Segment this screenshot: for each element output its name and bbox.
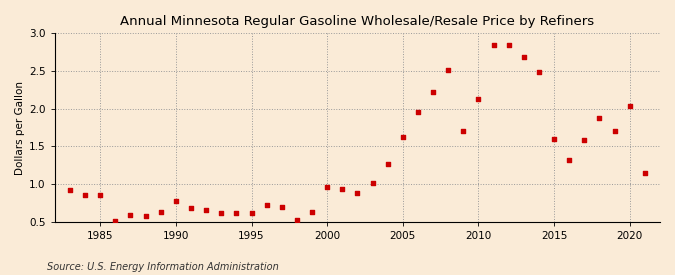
Point	[95, 192, 105, 197]
Point	[549, 137, 560, 141]
Point	[412, 110, 423, 115]
Point	[473, 97, 484, 101]
Point	[80, 192, 90, 197]
Point	[261, 203, 272, 207]
Point	[504, 43, 514, 48]
Point	[382, 161, 393, 166]
Text: Source: U.S. Energy Information Administration: Source: U.S. Energy Information Administ…	[47, 262, 279, 272]
Point	[443, 67, 454, 72]
Point	[276, 204, 287, 209]
Point	[639, 170, 650, 175]
Point	[488, 42, 499, 47]
Point	[186, 206, 196, 210]
Point	[398, 135, 408, 139]
Point	[292, 218, 302, 222]
Point	[564, 158, 574, 162]
Point	[216, 210, 227, 215]
Point	[367, 181, 378, 186]
Point	[352, 191, 362, 195]
Point	[610, 129, 620, 133]
Point	[428, 90, 439, 94]
Y-axis label: Dollars per Gallon: Dollars per Gallon	[15, 81, 25, 175]
Point	[458, 128, 468, 133]
Title: Annual Minnesota Regular Gasoline Wholesale/Resale Price by Refiners: Annual Minnesota Regular Gasoline Wholes…	[120, 15, 595, 28]
Point	[231, 211, 242, 216]
Point	[110, 219, 121, 223]
Point	[171, 199, 182, 204]
Point	[246, 211, 257, 216]
Point	[533, 70, 544, 74]
Point	[306, 210, 317, 214]
Point	[155, 210, 166, 214]
Point	[518, 55, 529, 60]
Point	[594, 116, 605, 121]
Point	[65, 188, 76, 192]
Point	[140, 214, 151, 219]
Point	[624, 104, 635, 109]
Point	[322, 185, 333, 189]
Point	[337, 187, 348, 191]
Point	[579, 138, 590, 142]
Point	[200, 208, 211, 213]
Point	[125, 213, 136, 217]
